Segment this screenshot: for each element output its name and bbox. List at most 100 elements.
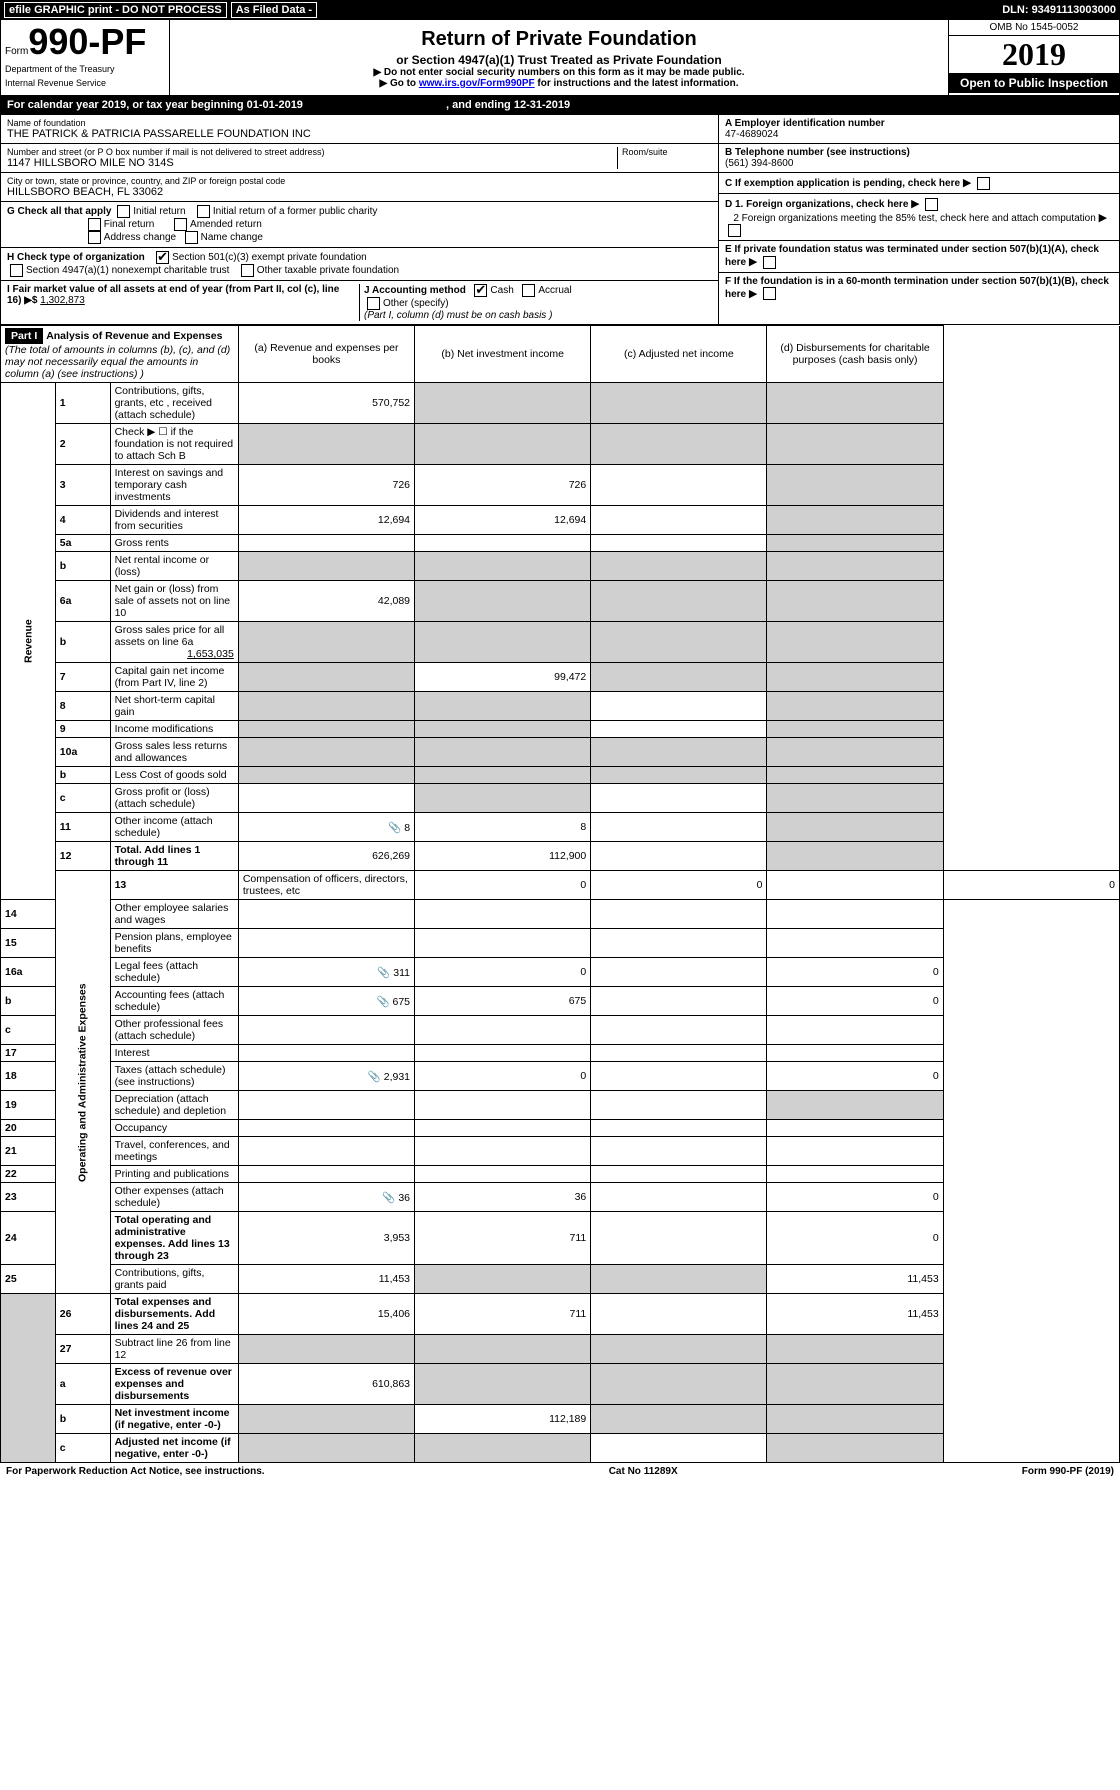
chk-f[interactable]: [763, 287, 776, 300]
ln17: 17: [1, 1045, 56, 1062]
dd26: 11,453: [767, 1294, 943, 1335]
foundation-name-cell: Name of foundation THE PATRICK & PATRICI…: [1, 115, 718, 144]
dd23: 0: [767, 1183, 943, 1212]
attach-icon[interactable]: 📎: [368, 1070, 381, 1083]
f-cell: F If the foundation is in a 60-month ter…: [719, 273, 1119, 304]
d25: Contributions, gifts, grants paid: [110, 1265, 238, 1294]
d7: Capital gain net income (from Part IV, l…: [110, 663, 238, 692]
b11: 8: [415, 813, 591, 842]
chk-accrual[interactable]: [522, 284, 535, 297]
g2: Initial return of a former public charit…: [213, 206, 378, 217]
chk-name-change[interactable]: [185, 231, 198, 244]
chk-initial[interactable]: [117, 205, 130, 218]
attach-icon[interactable]: 📎: [377, 995, 390, 1008]
room-label: Room/suite: [622, 147, 712, 157]
calendar-year-row: For calendar year 2019, or tax year begi…: [0, 96, 1120, 115]
d21: Travel, conferences, and meetings: [110, 1137, 238, 1166]
col-c-header: (c) Adjusted net income: [591, 326, 767, 383]
ij-row: I Fair market value of all assets at end…: [1, 281, 718, 324]
chk-other-tax[interactable]: [241, 264, 254, 277]
entity-info-grid: Name of foundation THE PATRICK & PATRICI…: [0, 115, 1120, 325]
ln9: 9: [55, 721, 110, 738]
g6: Name change: [201, 232, 263, 243]
irs-label: Internal Revenue Service: [5, 78, 165, 88]
chk-other[interactable]: [367, 297, 380, 310]
h-label: H Check type of organization: [7, 252, 145, 263]
attach-icon[interactable]: 📎: [377, 966, 390, 979]
city-value: HILLSBORO BEACH, FL 33062: [7, 186, 712, 198]
dln-label: DLN:: [1002, 4, 1028, 16]
d2: Check ▶ ☐ if the foundation is not requi…: [110, 424, 238, 465]
j-accrual: Accrual: [538, 285, 571, 296]
j-label: J Accounting method: [364, 285, 466, 296]
ln20: 20: [1, 1120, 56, 1137]
open-public-badge: Open to Public Inspection: [949, 73, 1119, 93]
ln16a: 16a: [1, 958, 56, 987]
d16b: Accounting fees (attach schedule): [110, 987, 238, 1016]
chk-amended[interactable]: [174, 218, 187, 231]
g1: Initial return: [133, 206, 185, 217]
ln14: 14: [1, 900, 56, 929]
ln13: 13: [110, 871, 238, 900]
irs-link[interactable]: www.irs.gov/Form990PF: [419, 78, 535, 89]
chk-501c3[interactable]: [156, 251, 169, 264]
attach-icon[interactable]: 📎: [388, 821, 401, 834]
cat-number: Cat No 11289X: [609, 1466, 678, 1477]
chk-e[interactable]: [763, 256, 776, 269]
d27: Subtract line 26 from line 12: [110, 1335, 238, 1364]
chk-d2[interactable]: [728, 224, 741, 237]
a13: 0: [415, 871, 591, 900]
form-title-block: Return of Private Foundation or Section …: [170, 20, 948, 95]
ln1: 1: [55, 383, 110, 424]
a1: 570,752: [238, 383, 414, 424]
chk-initial-former[interactable]: [197, 205, 210, 218]
ln10a: 10a: [55, 738, 110, 767]
ln19: 19: [1, 1091, 56, 1120]
d6a: Net gain or (loss) from sale of assets n…: [110, 581, 238, 622]
form-id-block: Form990-PF Department of the Treasury In…: [1, 20, 170, 95]
chk-c[interactable]: [977, 177, 990, 190]
street-address: 1147 HILLSBORO MILE NO 314S: [7, 157, 613, 169]
ln18: 18: [1, 1062, 56, 1091]
entity-left: Name of foundation THE PATRICK & PATRICI…: [1, 115, 718, 324]
d27c: Adjusted net income (if negative, enter …: [110, 1434, 238, 1463]
dd13: 0: [943, 871, 1119, 900]
chk-addr-change[interactable]: [88, 231, 101, 244]
chk-final[interactable]: [88, 218, 101, 231]
d27b: Net investment income (if negative, ente…: [110, 1405, 238, 1434]
col-a-header: (a) Revenue and expenses per books: [238, 326, 414, 383]
h2: Section 4947(a)(1) nonexempt charitable …: [26, 265, 229, 276]
a4: 12,694: [238, 506, 414, 535]
a23: 📎 36: [238, 1183, 414, 1212]
d10b: Less Cost of goods sold: [110, 767, 238, 784]
calyear-mid: , and ending: [446, 99, 514, 111]
ln6b: b: [55, 622, 110, 663]
d5b: Net rental income or (loss): [110, 552, 238, 581]
ein-value: 47-4689024: [725, 129, 778, 140]
a27a: 610,863: [238, 1364, 414, 1405]
g5: Address change: [104, 232, 176, 243]
chk-4947[interactable]: [10, 264, 23, 277]
chk-cash[interactable]: [474, 284, 487, 297]
a26: 15,406: [238, 1294, 414, 1335]
city-label: City or town, state or province, country…: [7, 176, 712, 186]
ln27b: b: [55, 1405, 110, 1434]
h3: Other taxable private foundation: [257, 265, 399, 276]
d12: Total. Add lines 1 through 11: [110, 842, 238, 871]
d4: Dividends and interest from securities: [110, 506, 238, 535]
g-check-row: G Check all that apply Initial return In…: [1, 202, 718, 248]
b3: 726: [415, 465, 591, 506]
chk-d1[interactable]: [925, 198, 938, 211]
a16av: 311: [393, 967, 410, 979]
ln3: 3: [55, 465, 110, 506]
j-note: (Part I, column (d) must be on cash basi…: [364, 310, 552, 321]
expenses-section-label: Operating and Administrative Expenses: [55, 871, 110, 1294]
dd24: 0: [767, 1212, 943, 1265]
page-footer: For Paperwork Reduction Act Notice, see …: [0, 1463, 1120, 1480]
form-subtitle: or Section 4947(a)(1) Trust Treated as P…: [176, 53, 942, 67]
dd16a: 0: [767, 958, 943, 987]
attach-icon[interactable]: 📎: [382, 1191, 395, 1204]
b4: 12,694: [415, 506, 591, 535]
a18: 📎 2,931: [238, 1062, 414, 1091]
b16a: 0: [415, 958, 591, 987]
